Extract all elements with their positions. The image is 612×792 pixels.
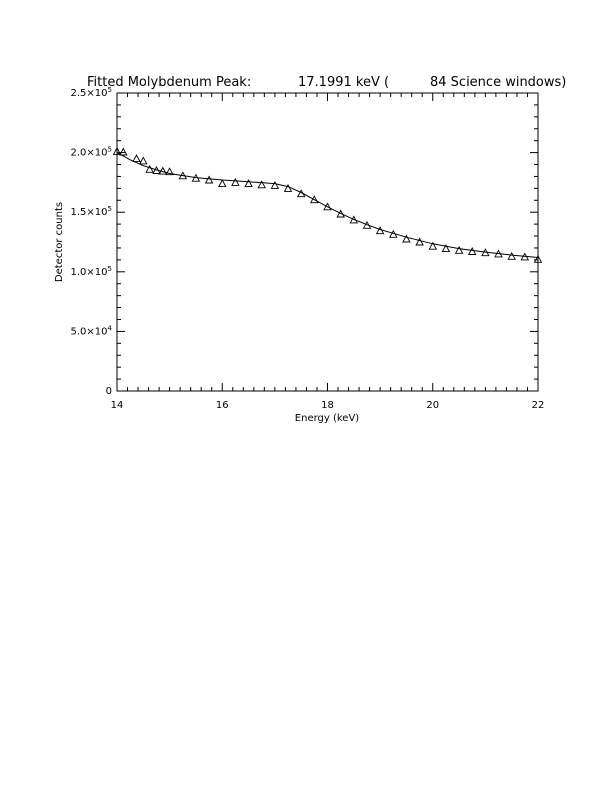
y-tick-label: 1.5×105 — [71, 205, 112, 218]
data-point-triangle — [441, 244, 451, 253]
data-point-triangle — [454, 245, 464, 254]
chart-title-energy: 17.1991 keV ( — [298, 75, 389, 90]
data-point-triangle — [283, 183, 293, 192]
data-point-triangle — [336, 209, 345, 218]
data-point-triangle — [145, 164, 154, 173]
data-point-triangle — [296, 189, 306, 198]
y-tick-label: 1.0×105 — [71, 265, 112, 278]
data-point-triangle — [178, 171, 188, 180]
y-tick-label: 5.0×104 — [71, 324, 113, 337]
x-tick-label: 14 — [111, 400, 124, 411]
y-tick-label: 2.0×105 — [71, 146, 112, 159]
data-point-triangle — [415, 237, 424, 246]
data-point-triangle — [310, 195, 319, 204]
data-point-triangle — [257, 180, 266, 189]
data-point-triangle — [112, 146, 122, 155]
data-point-triangle — [481, 248, 490, 257]
data-point-triangle — [375, 226, 385, 235]
data-point-triangle — [204, 175, 214, 184]
x-axis-label: Energy (keV) — [295, 413, 360, 424]
x-tick-label: 20 — [426, 400, 439, 411]
data-point-triangle — [402, 234, 411, 243]
data-point-triangle — [218, 179, 227, 188]
data-point-triangle — [244, 179, 253, 188]
data-point-triangle — [231, 177, 240, 186]
data-point-triangle — [507, 251, 516, 260]
data-point-triangle — [165, 167, 174, 176]
data-point-triangle — [362, 220, 372, 229]
chart-title-prefix: Fitted Molybdenum Peak: — [87, 75, 251, 90]
data-point-triangle — [270, 180, 280, 189]
y-tick-label: 2.5×105 — [71, 86, 112, 99]
data-point-triangle — [152, 166, 161, 174]
y-tick-label: 0 — [106, 386, 112, 397]
x-tick-label: 18 — [321, 400, 334, 411]
data-point-triangle — [323, 202, 332, 211]
data-point-triangle — [158, 166, 168, 175]
data-point-triangle — [191, 173, 201, 182]
x-tick-label: 16 — [216, 400, 229, 411]
chart-title-windows: 84 Science windows) — [430, 75, 566, 90]
x-tick-label: 22 — [532, 400, 545, 411]
data-point-triangle — [389, 229, 398, 238]
data-point-triangle — [533, 254, 543, 263]
data-point-triangle — [467, 247, 477, 255]
y-axis-label: Detector counts — [54, 202, 65, 282]
data-point-triangle — [132, 154, 141, 163]
data-point-triangle — [119, 147, 128, 156]
data-point-triangle — [349, 215, 359, 224]
data-point-triangle — [494, 249, 503, 258]
data-point-triangle — [428, 241, 438, 250]
data-point-triangle — [139, 156, 148, 165]
data-point-triangle — [520, 252, 530, 261]
